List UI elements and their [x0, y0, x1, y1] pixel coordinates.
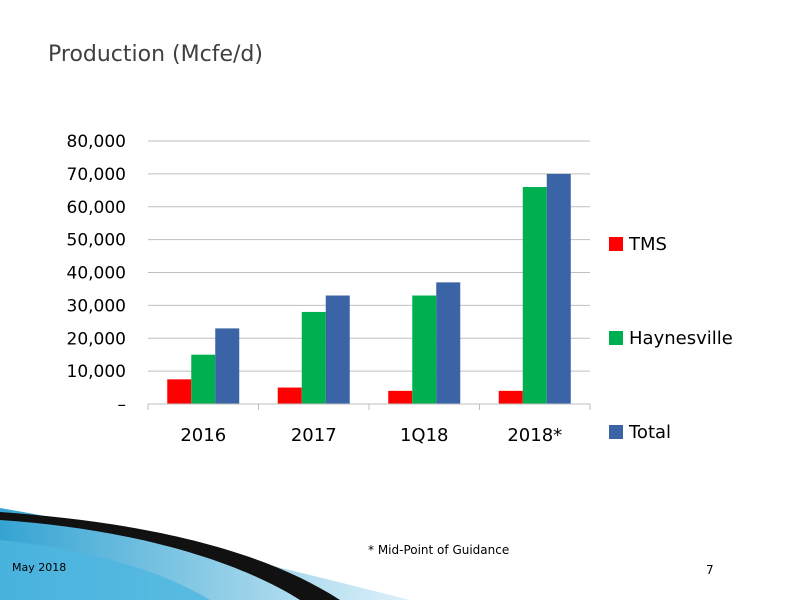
bars — [167, 173, 571, 404]
bar-tms-2 — [388, 390, 413, 404]
footnote: * Mid-Point of Guidance — [368, 543, 510, 557]
legend-label-tms: TMS — [628, 234, 667, 255]
y-tick-label: 30,000 — [67, 296, 126, 316]
x-tick-label: 1Q18 — [400, 425, 449, 446]
x-tick-label: 2016 — [180, 425, 226, 446]
x-axis — [147, 403, 591, 410]
y-tick-label: 40,000 — [67, 264, 126, 284]
y-tick-label: 70,000 — [67, 165, 126, 185]
y-tick-label: 80,000 — [67, 132, 126, 152]
bar-haynesville-2 — [412, 295, 437, 404]
bar-haynesville-3 — [522, 187, 547, 404]
y-tick-label: 60,000 — [67, 198, 126, 218]
y-tick-label: 20,000 — [67, 329, 126, 349]
x-axis-ticks: 2016 2017 1Q18 2018* — [180, 425, 562, 446]
slide-date: May 2018 — [12, 561, 67, 574]
legend-swatch-total — [609, 425, 623, 439]
bar-tms-1 — [277, 387, 302, 404]
bar-total-2 — [436, 282, 461, 404]
bar-total-1 — [325, 295, 350, 404]
x-tick-label: 2017 — [291, 425, 337, 446]
bar-tms-0 — [167, 379, 192, 404]
bar-haynesville-1 — [301, 311, 326, 404]
bar-tms-3 — [498, 390, 523, 404]
y-tick-label: 50,000 — [67, 231, 126, 251]
bar-haynesville-0 — [191, 354, 216, 404]
legend-label-total: Total — [628, 422, 671, 443]
y-tick-label: 10,000 — [67, 362, 126, 382]
x-tick-label: 2018* — [507, 425, 562, 446]
legend: TMS Haynesville Total — [609, 234, 733, 443]
legend-label-haynesville: Haynesville — [629, 328, 733, 349]
page-number: 7 — [706, 563, 714, 577]
y-tick-label: – — [118, 395, 127, 415]
legend-swatch-haynesville — [609, 331, 623, 345]
bar-total-0 — [215, 328, 240, 404]
bar-total-3 — [546, 173, 571, 404]
y-axis-ticks: – 10,000 20,000 30,000 40,000 50,000 60,000 70,… — [67, 132, 126, 415]
slide-title: Production (Mcfe/d) — [48, 42, 263, 67]
legend-swatch-tms — [609, 237, 623, 251]
